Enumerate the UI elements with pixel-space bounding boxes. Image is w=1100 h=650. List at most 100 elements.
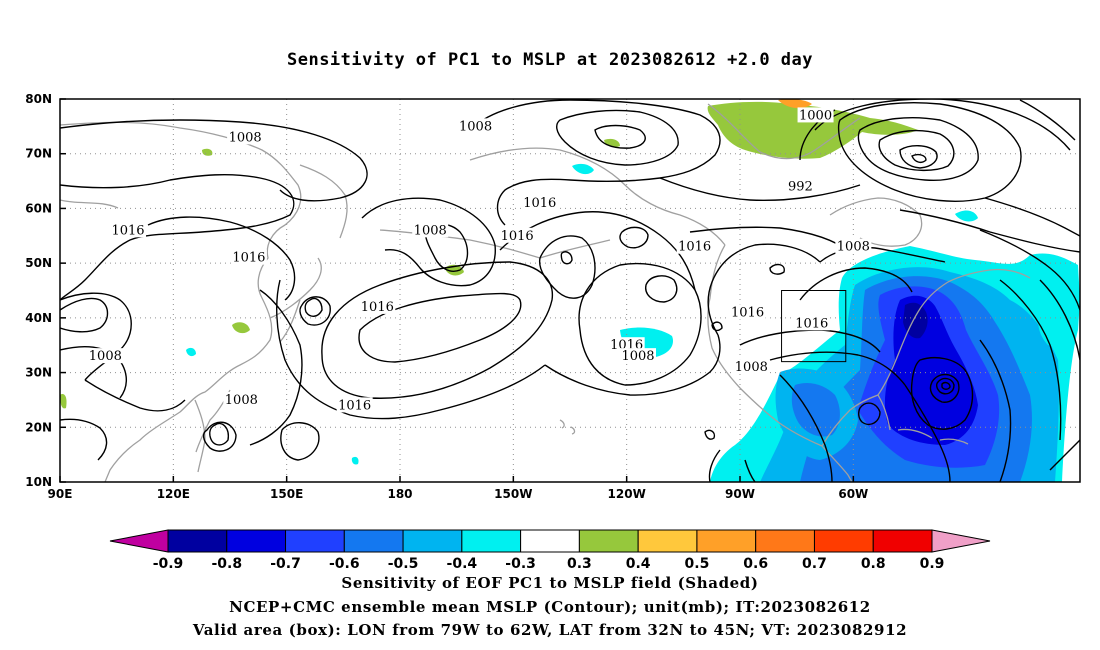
caption-contour: NCEP+CMC ensemble mean MSLP (Contour); u… (229, 598, 871, 616)
map-title: Sensitivity of PC1 to MSLP at 2023082612… (286, 50, 813, 70)
colorbar-label: -0.7 (270, 556, 301, 572)
contour-label-bg (359, 298, 396, 314)
contour-label: 1000 (799, 108, 832, 123)
shade-patch-hudson (955, 210, 978, 222)
shade-region-greenland (707, 101, 918, 159)
lat-label: 50N (25, 256, 52, 270)
lat-label: 40N (25, 311, 52, 325)
colorbar-swatch (461, 529, 522, 553)
lat-label: 60N (25, 201, 52, 215)
shade-region-gulf-inner (791, 383, 840, 437)
colorbar-label: 0.4 (626, 556, 651, 572)
contour-label: 1008 (459, 119, 492, 134)
caption-valid-area: Valid area (box): LON from 79W to 62W, L… (192, 621, 908, 639)
colorbar-high-arrow (931, 529, 991, 553)
shade-patch-westpac (351, 456, 359, 465)
contour-label-bg (733, 359, 770, 375)
contour-label: 1008 (414, 223, 447, 238)
colorbar-swatch (520, 529, 580, 553)
contour-label-bg (223, 391, 260, 407)
mslp-contours (60, 99, 1080, 482)
colorbar-label: 0.5 (685, 556, 710, 572)
contour-label: 1016 (361, 300, 394, 315)
contour-label-bg (87, 348, 124, 364)
contour-label-bg (835, 238, 872, 254)
colorbar-swatch (402, 529, 463, 553)
lon-label: 90E (48, 487, 73, 501)
colorbar-label: 0.7 (802, 556, 827, 572)
contour-label-bg (227, 129, 264, 145)
colorbar-swatch (343, 529, 404, 553)
contour-label-bg (499, 227, 536, 243)
contour-label-bg (620, 348, 656, 364)
colorbar-swatch (285, 529, 345, 553)
longitude-labels: 90E 120E 150E 180 150W 120W 90W 60W (48, 476, 868, 501)
contour-label: 1008 (735, 360, 768, 375)
colorbar-label: -0.6 (329, 556, 360, 572)
contour-label-bg (457, 118, 494, 134)
contour-label: 1016 (338, 398, 371, 413)
contour-label-bg (412, 222, 449, 238)
contour-label: 1008 (621, 349, 654, 364)
colorbar-label: 0.3 (567, 556, 592, 572)
contour-label-bg (793, 315, 830, 331)
lon-label: 60W (838, 487, 868, 501)
lon-label: 120W (608, 487, 646, 501)
lon-label: 150W (494, 487, 532, 501)
contour-label-bg (797, 107, 834, 123)
coastlines (60, 103, 1031, 482)
lon-label: 90W (725, 487, 755, 501)
lat-label: 10N (25, 475, 52, 489)
contour-label: 1016 (523, 196, 556, 211)
colorbar-swatch (578, 529, 639, 553)
contour-label: 1016 (795, 316, 828, 331)
colorbar-label: 0.9 (920, 556, 945, 572)
lon-label: 180 (387, 487, 412, 501)
shade-patch-green-d (202, 148, 213, 156)
latitude-labels: 80N 70N 60N 50N 40N 30N 20N 10N (25, 92, 66, 489)
colorbar-swatch (226, 529, 287, 553)
contour-label: 1008 (229, 130, 262, 145)
colorbar-label: -0.9 (153, 556, 184, 572)
contour-label-bg (230, 249, 267, 265)
colorbar: -0.9 -0.8 -0.7 -0.6 -0.5 -0.4 -0.3 0.3 0.4 0.5 0.6… (109, 529, 991, 572)
contour-label-bg (110, 222, 146, 238)
colorbar-swatch (755, 529, 815, 553)
colorbar-swatch (637, 529, 698, 553)
contour-label: 1016 (678, 240, 711, 255)
map-grid (60, 99, 1080, 482)
lat-label: 70N (25, 147, 52, 161)
colorbar-swatch (872, 529, 933, 553)
contour-label: 1008 (225, 393, 258, 408)
colorbar-swatch (696, 529, 757, 553)
contour-label: 1008 (89, 349, 122, 364)
contour-label-bg (521, 194, 558, 210)
lat-label: 80N (25, 92, 52, 106)
contour-label: 992 (788, 180, 813, 195)
shade-patch-pacific-small (572, 163, 594, 175)
lon-label: 150E (270, 487, 303, 501)
shade-patch-green-e (60, 394, 67, 409)
contour-label: 1016 (501, 229, 534, 244)
lat-label: 30N (25, 366, 52, 380)
colorbar-label: 0.6 (743, 556, 768, 572)
colorbar-label: 0.8 (861, 556, 886, 572)
colorbar-swatch (167, 529, 228, 553)
lon-label: 120E (157, 487, 190, 501)
lat-label: 20N (25, 420, 52, 434)
colorbar-swatch (813, 529, 874, 553)
colorbar-label: -0.8 (211, 556, 242, 572)
contour-label: 1016 (111, 223, 144, 238)
contour-labels: 1008 1008 1008 1000 992 1008 1016 1016 1016 1016 1… (87, 107, 872, 413)
colorbar-label: -0.3 (505, 556, 536, 572)
colorbar-label: -0.4 (447, 556, 478, 572)
shade-patch-japan (186, 347, 196, 357)
contour-label-bg (729, 304, 766, 320)
contour-label-bg (786, 178, 815, 194)
map-frame (59, 98, 1081, 483)
caption-shading: Sensitivity of EOF PC1 to MSLP field (Sh… (341, 574, 759, 592)
contour-label-bg (336, 397, 373, 413)
shade-region-greenland-orange (778, 99, 812, 109)
contour-label-bg (676, 238, 713, 254)
